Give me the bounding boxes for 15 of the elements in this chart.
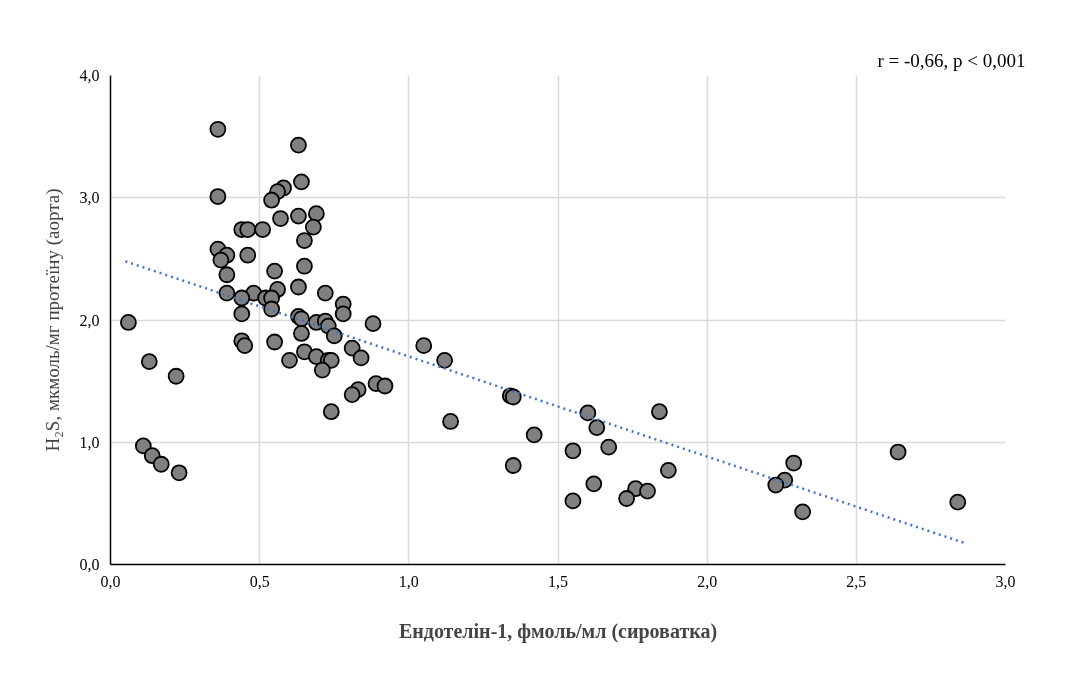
x-tick-label: 2,5 — [846, 572, 867, 590]
y-tick-label: 3,0 — [79, 189, 100, 207]
x-axis-title: Ендотелін-1, фмоль/мл (сироватка) — [398, 619, 718, 643]
x-tick-label: 3,0 — [995, 572, 1016, 590]
x-tick-label: 2,0 — [697, 572, 718, 590]
x-tick-label: 1,0 — [398, 572, 419, 590]
x-tick-label: 1,5 — [548, 572, 568, 590]
y-axis-title: H₂S, мкмоль/мг протеїну (аорта) — [41, 188, 64, 452]
x-tick-label: 0,5 — [249, 572, 270, 590]
y-tick-label: 4,0 — [79, 67, 100, 84]
x-tick-label: 0,0 — [100, 572, 121, 590]
y-tick-label: 0,0 — [79, 556, 100, 573]
y-tick-label: 1,0 — [79, 433, 100, 451]
text: r = -0,66, p < 0,001 — [877, 49, 1026, 71]
y-tick-label: 2,0 — [79, 311, 100, 329]
